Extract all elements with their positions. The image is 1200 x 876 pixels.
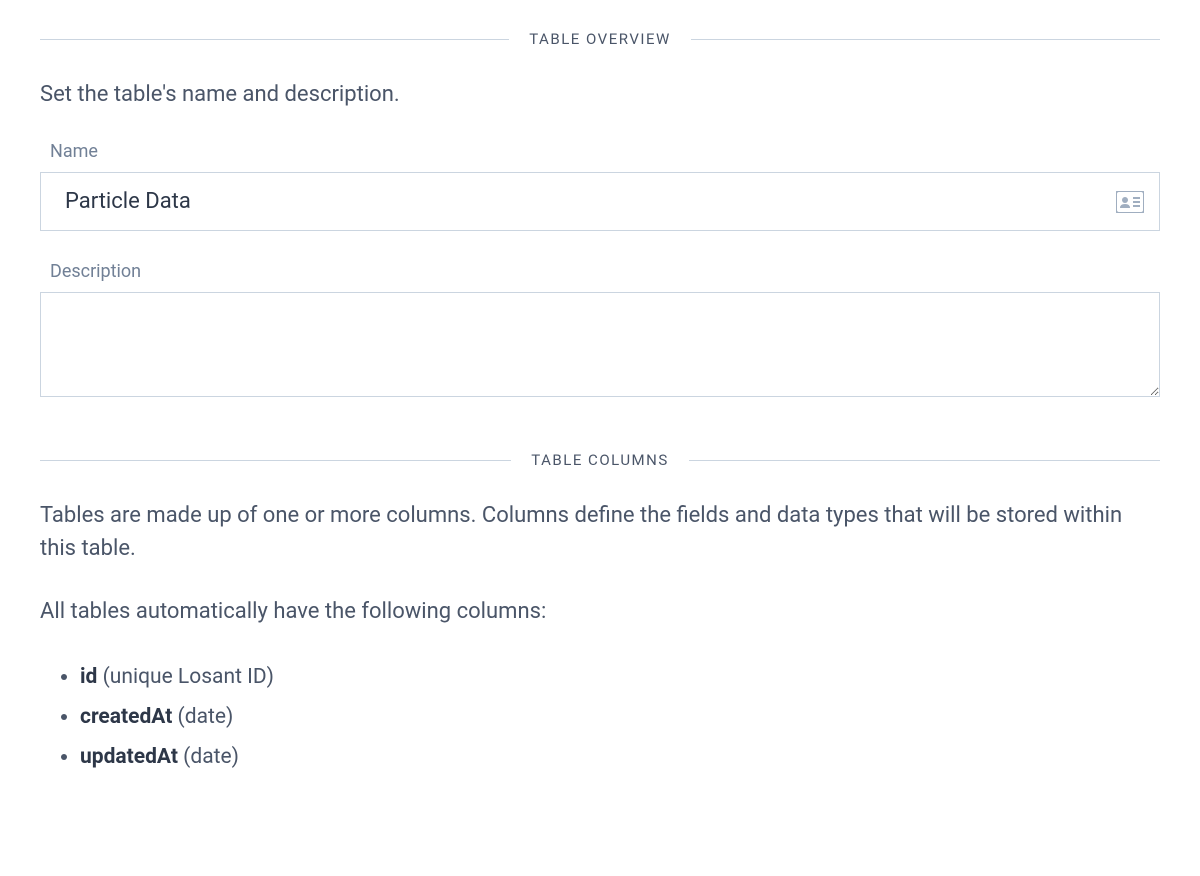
column-name: id bbox=[80, 665, 97, 689]
column-name: updatedAt bbox=[80, 745, 178, 769]
list-item: id (unique Losant ID) bbox=[80, 658, 1160, 698]
overview-description: Set the table's name and description. bbox=[40, 78, 1160, 111]
columns-section-divider: TABLE COLUMNS bbox=[40, 451, 1160, 469]
overview-section-title: TABLE OVERVIEW bbox=[509, 30, 691, 48]
column-suffix: (unique Losant ID) bbox=[97, 665, 274, 689]
name-input-wrapper bbox=[40, 172, 1160, 231]
columns-description: Tables are made up of one or more column… bbox=[40, 499, 1160, 565]
id-card-icon bbox=[1116, 191, 1144, 213]
name-input[interactable] bbox=[40, 172, 1160, 231]
columns-section-title: TABLE COLUMNS bbox=[511, 451, 689, 469]
column-suffix: (date) bbox=[172, 705, 233, 729]
overview-section-divider: TABLE OVERVIEW bbox=[40, 30, 1160, 48]
list-item: createdAt (date) bbox=[80, 698, 1160, 738]
description-input[interactable] bbox=[40, 292, 1160, 397]
list-item: updatedAt (date) bbox=[80, 738, 1160, 778]
auto-columns-list: id (unique Losant ID) createdAt (date) u… bbox=[40, 658, 1160, 778]
description-label: Description bbox=[40, 261, 1160, 282]
description-field-group: Description bbox=[40, 261, 1160, 401]
column-name: createdAt bbox=[80, 705, 172, 729]
name-label: Name bbox=[40, 141, 1160, 162]
auto-columns-description: All tables automatically have the follow… bbox=[40, 595, 1160, 628]
column-suffix: (date) bbox=[178, 745, 239, 769]
name-field-group: Name bbox=[40, 141, 1160, 231]
